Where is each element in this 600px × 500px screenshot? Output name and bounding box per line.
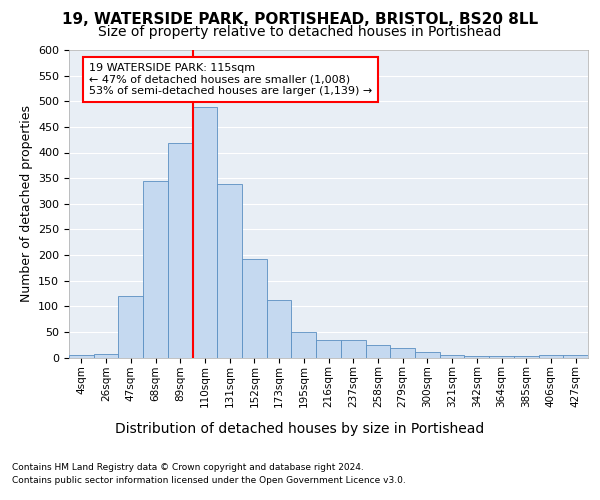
Text: Contains HM Land Registry data © Crown copyright and database right 2024.: Contains HM Land Registry data © Crown c… <box>12 462 364 471</box>
Bar <box>143 180 168 358</box>
Bar <box>489 356 514 358</box>
Text: Size of property relative to detached houses in Portishead: Size of property relative to detached ho… <box>98 25 502 39</box>
Text: 19, WATERSIDE PARK, PORTISHEAD, BRISTOL, BS20 8LL: 19, WATERSIDE PARK, PORTISHEAD, BRISTOL,… <box>62 12 538 28</box>
Text: Contains public sector information licensed under the Open Government Licence v3: Contains public sector information licen… <box>12 476 406 485</box>
Bar <box>415 352 440 358</box>
Bar <box>514 356 539 358</box>
Bar <box>316 340 341 357</box>
Bar <box>242 258 267 358</box>
Bar <box>217 184 242 358</box>
Bar <box>118 296 143 358</box>
Bar <box>390 348 415 358</box>
Bar <box>292 332 316 357</box>
Bar <box>168 144 193 358</box>
Bar <box>267 300 292 358</box>
Y-axis label: Number of detached properties: Number of detached properties <box>20 106 32 302</box>
Text: 19 WATERSIDE PARK: 115sqm
← 47% of detached houses are smaller (1,008)
53% of se: 19 WATERSIDE PARK: 115sqm ← 47% of detac… <box>89 63 372 96</box>
Bar <box>94 354 118 358</box>
Bar <box>539 355 563 358</box>
Bar <box>563 355 588 358</box>
Bar <box>69 356 94 358</box>
Bar <box>440 355 464 358</box>
Bar <box>341 340 365 357</box>
Bar <box>365 344 390 358</box>
Bar <box>193 108 217 358</box>
Text: Distribution of detached houses by size in Portishead: Distribution of detached houses by size … <box>115 422 485 436</box>
Bar <box>464 356 489 358</box>
